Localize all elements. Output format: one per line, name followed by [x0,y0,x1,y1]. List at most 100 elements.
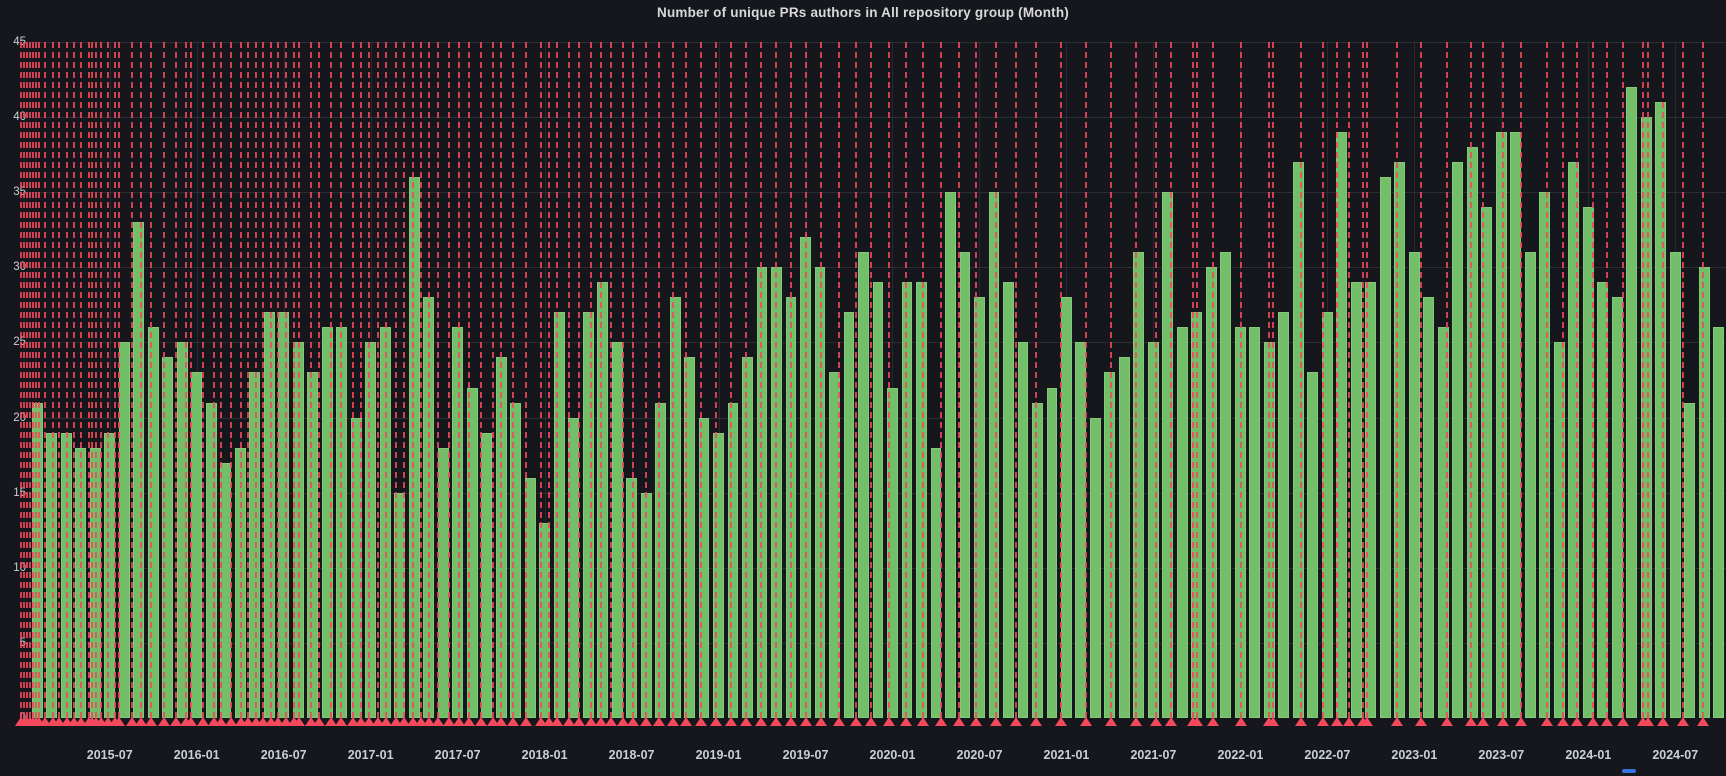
bar[interactable] [1032,402,1043,718]
annotation-marker-icon[interactable] [126,717,138,726]
annotation-line[interactable] [995,42,997,718]
annotation-line[interactable] [385,42,387,718]
bar[interactable] [843,312,855,718]
bar[interactable] [1408,252,1420,718]
annotation-line[interactable] [1060,42,1062,718]
annotation-marker-icon[interactable] [355,717,367,726]
bar[interactable] [365,342,377,718]
annotation-marker-icon[interactable] [1515,717,1527,726]
annotation-line[interactable] [512,42,514,718]
annotation-line[interactable] [1642,42,1644,718]
bar[interactable] [655,402,666,718]
annotation-marker-icon[interactable] [257,717,269,726]
bar[interactable] [408,177,420,718]
annotation-line[interactable] [1135,42,1137,718]
annotation-line[interactable] [131,42,133,718]
annotation-line[interactable] [1322,42,1324,718]
annotation-line[interactable] [1272,42,1274,718]
annotation-marker-icon[interactable] [185,717,197,726]
annotation-line[interactable] [23,42,25,718]
annotation-marker-icon[interactable] [102,717,114,726]
annotation-marker-icon[interactable] [390,717,402,726]
annotation-line[interactable] [622,42,624,718]
annotation-line[interactable] [888,42,890,718]
annotation-marker-icon[interactable] [667,717,679,726]
annotation-line[interactable] [1682,42,1684,718]
annotation-line[interactable] [632,42,634,718]
annotation-marker-icon[interactable] [917,717,929,726]
annotation-marker-icon[interactable] [710,717,722,726]
annotation-marker-icon[interactable] [770,717,782,726]
annotation-marker-icon[interactable] [347,717,359,726]
annotation-marker-icon[interactable] [372,717,384,726]
annotation-line[interactable] [790,42,792,718]
annotation-marker-icon[interactable] [507,717,519,726]
annotation-line[interactable] [1396,42,1398,718]
annotation-line[interactable] [403,42,405,718]
annotation-marker-icon[interactable] [1617,717,1629,726]
bar[interactable] [1423,297,1435,718]
annotation-line[interactable] [88,42,90,718]
bar[interactable] [945,192,956,718]
annotation-marker-icon[interactable] [293,717,305,726]
annotation-marker-icon[interactable] [1677,717,1689,726]
annotation-line[interactable] [1085,42,1087,718]
annotation-line[interactable] [556,42,558,718]
annotation-line[interactable] [468,42,470,718]
annotation-line[interactable] [1192,42,1194,718]
annotation-marker-icon[interactable] [1267,717,1279,726]
annotation-marker-icon[interactable] [1055,717,1067,726]
annotation-marker-icon[interactable] [970,717,982,726]
annotation-line[interactable] [700,42,702,718]
annotation-line[interactable] [298,42,300,718]
annotation-marker-icon[interactable] [520,717,532,726]
annotation-marker-icon[interactable] [215,717,227,726]
annotation-marker-icon[interactable] [170,717,182,726]
annotation-line[interactable] [658,42,660,718]
annotation-marker-icon[interactable] [39,717,51,726]
annotation-marker-icon[interactable] [61,717,73,726]
annotation-line[interactable] [1420,42,1422,718]
annotation-marker-icon[interactable] [1150,717,1162,726]
annotation-marker-icon[interactable] [1601,717,1613,726]
annotation-line[interactable] [775,42,777,718]
annotation-line[interactable] [672,42,674,718]
annotation-marker-icon[interactable] [1191,717,1203,726]
annotation-line[interactable] [525,42,527,718]
annotation-line[interactable] [1702,42,1704,718]
annotation-line[interactable] [230,42,232,718]
annotation-line[interactable] [480,42,482,718]
annotation-line[interactable] [91,42,93,718]
annotation-line[interactable] [1446,42,1448,718]
annotation-marker-icon[interactable] [990,717,1002,726]
bar[interactable] [118,342,130,718]
annotation-line[interactable] [540,42,542,718]
annotation-line[interactable] [1647,42,1649,718]
panel-title[interactable]: Number of unique PRs authors in All repo… [657,5,1069,20]
annotation-line[interactable] [377,42,379,718]
annotation-line[interactable] [255,42,257,718]
annotation-line[interactable] [44,42,46,718]
annotation-line[interactable] [140,42,142,718]
annotation-line[interactable] [492,42,494,718]
bar[interactable] [1278,312,1290,718]
annotation-line[interactable] [73,42,75,718]
annotation-line[interactable] [578,42,580,718]
bar[interactable] [959,252,971,718]
annotation-line[interactable] [1170,42,1172,718]
annotation-line[interactable] [1470,42,1472,718]
annotation-marker-icon[interactable] [1130,717,1142,726]
annotation-line[interactable] [1576,42,1578,718]
annotation-marker-icon[interactable] [543,717,555,726]
annotation-marker-icon[interactable] [423,717,435,726]
annotation-line[interactable] [95,42,97,718]
bar[interactable] [1046,387,1058,718]
annotation-marker-icon[interactable] [135,717,147,726]
annotation-marker-icon[interactable] [900,717,912,726]
annotation-line[interactable] [107,42,109,718]
annotation-marker-icon[interactable] [640,717,652,726]
annotation-line[interactable] [1155,42,1157,718]
annotation-marker-icon[interactable] [1657,717,1669,726]
annotation-line[interactable] [412,42,414,718]
annotation-line[interactable] [20,42,22,718]
